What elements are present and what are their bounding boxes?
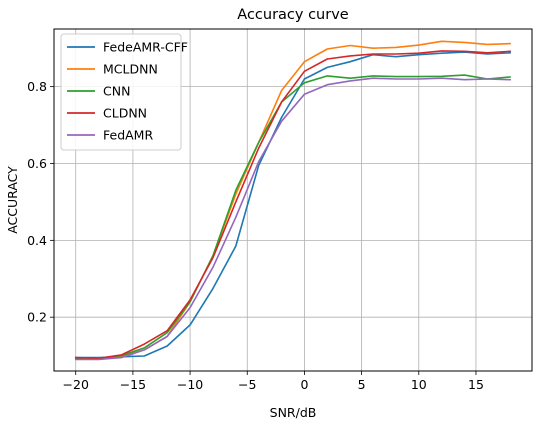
grid-lines bbox=[54, 29, 532, 371]
legend-label: FedeAMR-CFF bbox=[103, 40, 188, 55]
legend-label: MCLDNN bbox=[103, 62, 158, 77]
y-tick-label: 0.6 bbox=[27, 156, 47, 171]
y-axis: 0.2 0.4 0.6 0.8 bbox=[27, 79, 54, 325]
series-line-fedeamr-cff bbox=[74, 51, 512, 359]
x-tick-label: 15 bbox=[468, 377, 484, 392]
x-tick-label: 5 bbox=[358, 377, 366, 392]
legend-box bbox=[60, 33, 182, 151]
x-tick-label: −5 bbox=[238, 377, 256, 392]
legend: FedeAMR-CFF MCLDNN CNN CLDNN FedAMR bbox=[60, 33, 188, 151]
legend-label: CNN bbox=[103, 84, 130, 99]
y-tick-label: 0.4 bbox=[27, 233, 47, 248]
x-axis: −20 −15 −10 −5 0 5 10 15 bbox=[63, 371, 484, 392]
x-tick-label: −20 bbox=[63, 377, 89, 392]
chart-title: Accuracy curve bbox=[237, 7, 349, 23]
y-tick-label: 0.2 bbox=[27, 310, 47, 325]
legend-label: FedAMR bbox=[103, 128, 153, 143]
x-tick-label: 10 bbox=[411, 377, 427, 392]
legend-label: CLDNN bbox=[103, 106, 147, 121]
y-axis-label: ACCURACY bbox=[5, 166, 20, 234]
x-tick-label: 0 bbox=[300, 377, 308, 392]
x-tick-label: −10 bbox=[177, 377, 203, 392]
series-line-cldnn bbox=[74, 50, 512, 360]
plot-series bbox=[74, 40, 512, 361]
y-tick-label: 0.8 bbox=[27, 79, 47, 94]
x-tick-label: −15 bbox=[120, 377, 146, 392]
series-line-cnn bbox=[74, 74, 512, 360]
plot-frame bbox=[53, 28, 533, 372]
series-line-fedamr bbox=[74, 77, 512, 361]
x-axis-label: SNR/dB bbox=[270, 405, 317, 420]
